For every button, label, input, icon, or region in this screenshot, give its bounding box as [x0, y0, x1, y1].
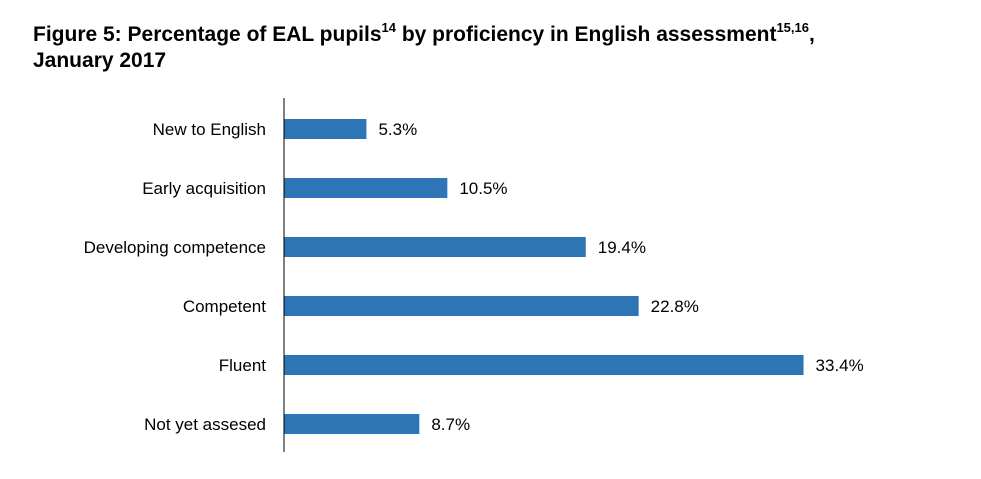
- bar-new-to-english: [284, 119, 367, 139]
- bar-not-yet-assesed: [284, 414, 420, 434]
- data-label-not-yet-assesed: 8.7%: [431, 415, 470, 434]
- data-label-new-to-english: 5.3%: [378, 120, 417, 139]
- footnote-marker-14: 14: [381, 20, 396, 35]
- bar-early-acquisition: [284, 178, 448, 198]
- category-label-early-acquisition: Early acquisition: [142, 179, 266, 198]
- title-text-part2: by proficiency in English assessment: [395, 23, 777, 46]
- bar-developing-competence: [284, 237, 586, 257]
- data-label-competent: 22.8%: [651, 297, 699, 316]
- title-text-part3: ,: [809, 23, 815, 46]
- category-label-competent: Competent: [183, 297, 266, 316]
- data-label-fluent: 33.4%: [816, 356, 864, 375]
- data-label-developing-competence: 19.4%: [598, 238, 646, 257]
- category-label-new-to-english: New to English: [153, 120, 266, 139]
- chart-title: Figure 5: Percentage of EAL pupils14 by …: [33, 20, 963, 74]
- data-label-early-acquisition: 10.5%: [459, 179, 507, 198]
- category-label-fluent: Fluent: [219, 356, 267, 375]
- bar-fluent: [284, 355, 804, 375]
- footnote-marker-15-16: 15,16: [776, 20, 809, 35]
- title-text-part1: Figure 5: Percentage of EAL pupils: [33, 23, 382, 46]
- category-label-developing-competence: Developing competence: [84, 238, 266, 257]
- bar-competent: [284, 296, 639, 316]
- title-date: January 2017: [33, 49, 167, 72]
- category-label-not-yet-assesed: Not yet assesed: [144, 415, 266, 434]
